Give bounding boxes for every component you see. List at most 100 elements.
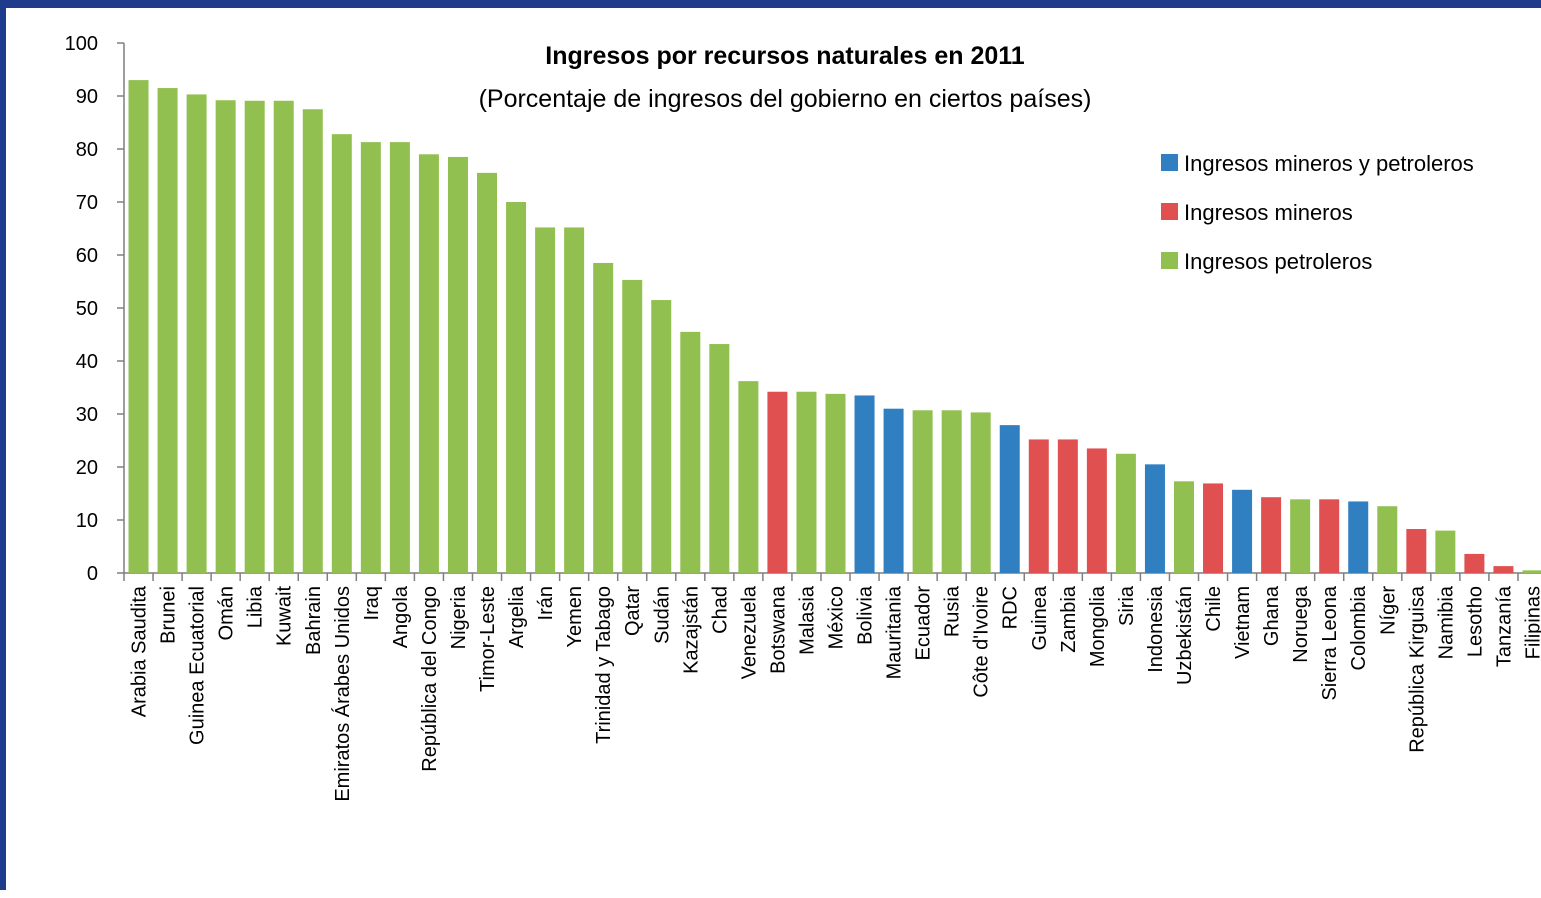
bar xyxy=(506,202,527,573)
bar xyxy=(1144,464,1165,573)
x-tick-label: Nigeria xyxy=(448,585,470,649)
bar xyxy=(1028,439,1049,573)
bar xyxy=(1173,481,1194,573)
bar xyxy=(128,80,149,573)
bar xyxy=(244,100,265,574)
x-tick-label: República Kirguisa xyxy=(1406,585,1428,753)
x-tick-label: Bahrain xyxy=(303,586,325,655)
x-tick-label: Côte d'Ivoire xyxy=(971,586,993,698)
bar xyxy=(215,100,236,574)
x-tick-label: Lesotho xyxy=(1464,586,1486,657)
x-tick-label: Namibia xyxy=(1435,585,1457,659)
bar xyxy=(1057,439,1078,573)
bar xyxy=(331,134,352,573)
legend: Ingresos mineros y petroleros Ingresos mi… xyxy=(1161,151,1474,274)
x-tick-label: Indonesia xyxy=(1145,585,1167,673)
x-tick-label: Kuwait xyxy=(274,586,296,646)
y-tick-label: 40 xyxy=(76,351,98,373)
x-tick-label: Chad xyxy=(709,586,731,634)
x-tick-label: Malasia xyxy=(796,585,818,655)
y-tick-label: 90 xyxy=(76,86,98,108)
x-tick-label: Irán xyxy=(535,586,557,620)
bar xyxy=(360,142,381,574)
y-tick-label: 30 xyxy=(76,404,98,426)
y-tick-label: 50 xyxy=(76,298,98,320)
bar xyxy=(447,156,468,573)
bar xyxy=(1261,497,1282,573)
legend-label: Ingresos petroleros xyxy=(1184,249,1372,274)
bar xyxy=(273,100,294,574)
bar xyxy=(1435,530,1456,573)
bar xyxy=(999,425,1020,573)
bar xyxy=(651,300,672,573)
bar xyxy=(1086,448,1107,573)
x-tick-label: Emiratos Árabes Unidos xyxy=(331,586,354,802)
bar xyxy=(1203,483,1224,573)
bar xyxy=(912,410,933,573)
x-tick-label: Botswana xyxy=(767,585,789,674)
x-tick-label: Iraq xyxy=(361,586,383,620)
bar xyxy=(738,381,759,573)
chart-subtitle: (Porcentaje de ingresos del gobierno en … xyxy=(479,85,1092,113)
bar xyxy=(593,262,614,573)
bar xyxy=(418,154,439,574)
x-tick-label: República del Congo xyxy=(419,586,441,772)
x-tick-label: Chile xyxy=(1203,586,1225,632)
chart-title: Ingresos por recursos naturales en 2011 xyxy=(545,42,1024,70)
x-tick-label: Sudán xyxy=(651,586,673,644)
bar xyxy=(1493,566,1514,573)
x-tick-label: México xyxy=(826,586,848,649)
x-tick-label: Argelia xyxy=(506,585,528,648)
y-tick-label: 60 xyxy=(76,245,98,267)
bar xyxy=(1115,453,1136,573)
bar xyxy=(564,227,585,573)
legend-swatch xyxy=(1161,252,1178,269)
x-tick-label: Vietnam xyxy=(1232,586,1254,659)
bar xyxy=(389,142,410,574)
x-tick-label: Libia xyxy=(245,585,267,628)
y-tick-label: 10 xyxy=(76,510,98,532)
x-tick-label: Yemen xyxy=(564,586,586,648)
bar xyxy=(1232,489,1253,573)
x-tick-label: Zambia xyxy=(1058,585,1080,653)
bar xyxy=(1522,570,1541,573)
bar xyxy=(767,391,788,573)
x-tick-labels: Arabia Saudita Brunei Guinea Ecuatorial Omá… xyxy=(129,585,1541,802)
x-tick-label: Sierra Leona xyxy=(1319,585,1341,700)
y-tick-label: 70 xyxy=(76,192,98,214)
x-tick-label: Bolivia xyxy=(855,585,877,645)
y-tick-labels: 0 10 20 30 40 50 60 70 80 90 100 xyxy=(65,33,98,585)
x-tick-label: Ecuador xyxy=(913,586,935,661)
x-tick-label: Noruega xyxy=(1290,585,1312,663)
x-tick-label: Kazajstán xyxy=(680,586,702,674)
x-tick-label: Venezuela xyxy=(738,585,760,679)
x-tick-label: Ghana xyxy=(1261,585,1283,646)
bar xyxy=(1464,553,1485,573)
bar xyxy=(1377,506,1398,573)
x-tick-label: Trinidad y Tabago xyxy=(593,586,615,744)
bar xyxy=(157,88,178,574)
y-tick-label: 100 xyxy=(65,33,98,55)
bar xyxy=(302,109,323,573)
bar xyxy=(1406,529,1427,573)
x-tick-label: Omán xyxy=(216,586,238,640)
x-tick-label: RDC xyxy=(1000,586,1022,629)
x-tick-label: Filipinas xyxy=(1522,586,1541,659)
x-tick-label: Mongolia xyxy=(1087,585,1109,667)
x-tick-label: Guinea xyxy=(1029,585,1051,650)
y-tick-label: 80 xyxy=(76,139,98,161)
bar xyxy=(477,172,498,573)
x-tick-label: Siria xyxy=(1116,585,1138,626)
x-tick-label: Tanzanía xyxy=(1493,585,1515,667)
bar xyxy=(1348,501,1369,573)
bar xyxy=(1290,499,1311,573)
x-tick-label: Uzbekistán xyxy=(1174,586,1196,685)
bar xyxy=(622,279,643,573)
legend-label: Ingresos mineros y petroleros xyxy=(1184,151,1474,176)
y-tick-label: 20 xyxy=(76,457,98,479)
x-tick-label: Arabia Saudita xyxy=(129,585,151,717)
bar xyxy=(186,94,207,573)
bar xyxy=(535,227,556,573)
x-tick-label: Qatar xyxy=(622,586,644,636)
